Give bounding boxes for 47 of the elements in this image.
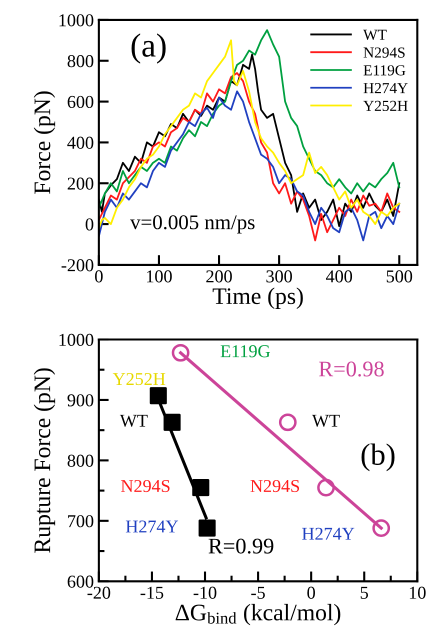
y-tick-label: 1000 [59, 334, 94, 346]
annotation: E119G [220, 345, 270, 358]
x-tick-label: 5 [360, 586, 368, 599]
x-tick-label: 0 [307, 586, 315, 599]
x-tick-label: 500 [386, 270, 412, 282]
legend-label: N294S [364, 47, 405, 58]
x-tick-label: -10 [194, 586, 216, 599]
y-tick-label: 0 [86, 218, 94, 231]
x-tick-label: 10 [410, 586, 426, 599]
y-tick-label: 200 [68, 178, 94, 190]
x-tick-label: 300 [266, 270, 292, 282]
x-tick-label: 0 [95, 270, 103, 282]
annotation: R=0.98 [319, 362, 384, 377]
x-tick-label: 400 [326, 270, 352, 282]
y-tick-label: 400 [67, 136, 94, 149]
y-tick-label: 600 [68, 96, 94, 108]
annotation: N294S [250, 480, 300, 492]
annotation: (b) [362, 444, 394, 472]
y-tick-label: 600 [68, 576, 94, 588]
y-axis-title: Force (pN) [34, 91, 56, 194]
y-tick-label: 700 [68, 515, 94, 528]
annotation: R=0.99 [208, 538, 274, 554]
legend-label: WT [363, 30, 387, 40]
x-tick-label: -5 [251, 586, 265, 599]
annotation: N294S [121, 480, 170, 492]
x-tick-label: -15 [140, 586, 164, 599]
y-tick-label: 900 [68, 394, 94, 406]
annotation: Y252H [112, 372, 166, 386]
annotation: H274Y [126, 520, 178, 532]
y-tick-label: 1000 [59, 14, 94, 26]
y-tick-label: -200 [62, 259, 94, 272]
legend-label: H274Y [364, 82, 408, 94]
annotation: (a) [132, 33, 166, 64]
annotation: WT [120, 414, 148, 427]
annotation: WT [312, 414, 340, 427]
annotation: v=0.005 nm/ps [130, 215, 255, 234]
x-axis-title: Time (ps) [212, 288, 303, 309]
annotation: H274Y [302, 528, 354, 540]
x-tick-label: 100 [146, 270, 172, 282]
legend-label: E119G [364, 65, 406, 76]
x-tick-label: -20 [88, 586, 110, 599]
y-axis-title: Rupture Force (pN) [34, 368, 56, 553]
x-axis-title: ΔG$_{bind}$ (kcal/mol) [176, 604, 340, 626]
y-tick-label: 800 [68, 55, 94, 68]
y-tick-label: 800 [68, 454, 94, 467]
x-tick-label: 200 [206, 270, 232, 282]
legend-label: Y252H [363, 100, 408, 112]
